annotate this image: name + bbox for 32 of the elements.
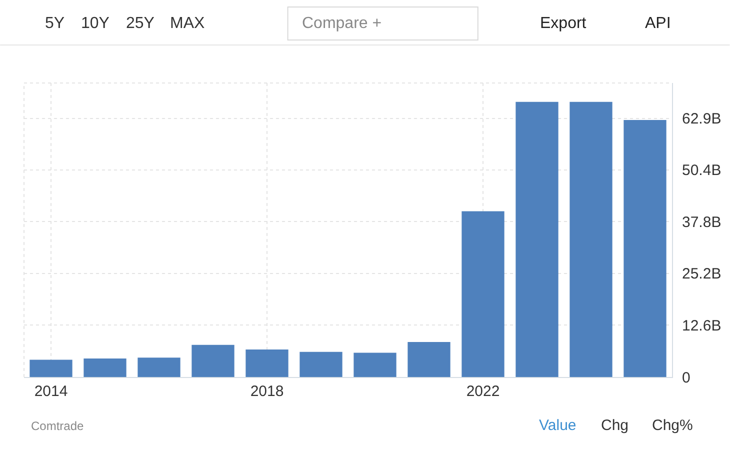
bar — [300, 352, 342, 377]
bar — [462, 211, 504, 377]
bar — [408, 342, 450, 377]
y-tick-label: 50.4B — [682, 162, 722, 180]
x-tick-label: 2022 — [466, 383, 500, 400]
y-tick-label: 62.9B — [682, 110, 722, 128]
text: Compare + — [302, 15, 382, 32]
text: 10Y — [81, 15, 110, 32]
y-tick-label: 0 — [682, 369, 690, 386]
text: Chg — [601, 417, 629, 434]
bar — [246, 349, 288, 377]
y-tick-label: 37.8B — [682, 214, 722, 231]
text: MAX — [170, 15, 205, 32]
text: 25Y — [126, 15, 155, 32]
x-tick-label: 2018 — [250, 383, 284, 400]
bar — [192, 344, 234, 377]
bar — [570, 102, 612, 377]
bar — [624, 120, 666, 377]
bar — [138, 358, 180, 377]
x-tick-label: 2014 — [34, 383, 68, 400]
bar — [354, 352, 396, 377]
bar — [84, 358, 126, 377]
text: Export — [540, 15, 587, 32]
bar — [516, 102, 558, 377]
text: Comtrade — [31, 419, 84, 433]
text: 5Y — [45, 15, 65, 32]
text: Chg% — [652, 417, 693, 434]
y-tick-label: 25.2B — [682, 266, 722, 283]
y-tick-label: 12.6B — [682, 317, 722, 334]
text: API — [645, 15, 671, 32]
text: Value — [539, 417, 576, 434]
bar — [30, 360, 72, 377]
